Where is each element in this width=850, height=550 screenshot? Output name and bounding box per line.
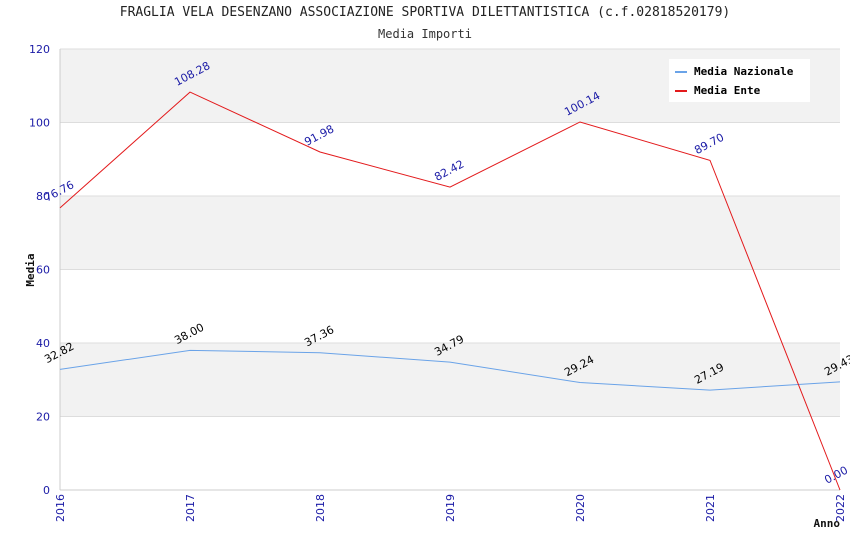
y-tick-label: 80 bbox=[36, 190, 50, 203]
grid-band bbox=[60, 269, 840, 343]
chart-subtitle: Media Importi bbox=[378, 27, 472, 41]
grid-band bbox=[60, 416, 840, 490]
legend: Media Nazionale Media Ente bbox=[669, 59, 810, 102]
y-axis-ticks: 0 20 40 60 80 100 120 bbox=[29, 43, 50, 497]
series-lines bbox=[59, 91, 841, 491]
x-tick-label: 2017 bbox=[184, 494, 197, 522]
x-tick-label: 2020 bbox=[574, 494, 587, 522]
legend-box bbox=[669, 59, 810, 102]
y-tick-label: 40 bbox=[36, 337, 50, 350]
chart-title: FRAGLIA VELA DESENZANO ASSOCIAZIONE SPOR… bbox=[119, 5, 731, 20]
y-axis-label: Media bbox=[24, 253, 37, 286]
series-line-media-nazionale bbox=[59, 349, 841, 391]
grid-band bbox=[60, 343, 840, 417]
y-tick-label: 60 bbox=[36, 264, 50, 277]
legend-label-media-nazionale: Media Nazionale bbox=[694, 65, 794, 78]
legend-label-media-ente: Media Ente bbox=[694, 84, 761, 97]
x-tick-label: 2019 bbox=[444, 494, 457, 522]
axes bbox=[59, 49, 840, 491]
y-tick-label: 0 bbox=[43, 484, 50, 497]
x-tick-label: 2018 bbox=[314, 494, 327, 522]
x-axis-ticks: 2016 2017 2018 2019 2020 2021 2022 bbox=[54, 494, 847, 522]
grid-band bbox=[60, 122, 840, 196]
x-tick-label: 2021 bbox=[704, 494, 717, 522]
grid-bands bbox=[60, 49, 840, 490]
x-tick-label: 2016 bbox=[54, 494, 67, 522]
x-tick-label: 2022 bbox=[834, 494, 847, 522]
y-tick-label: 120 bbox=[29, 43, 50, 56]
y-tick-label: 20 bbox=[36, 411, 50, 424]
series-line-media-ente bbox=[59, 91, 841, 491]
grid-band bbox=[60, 196, 840, 270]
y-tick-label: 100 bbox=[29, 117, 50, 130]
x-axis-label: Anno bbox=[814, 517, 841, 530]
